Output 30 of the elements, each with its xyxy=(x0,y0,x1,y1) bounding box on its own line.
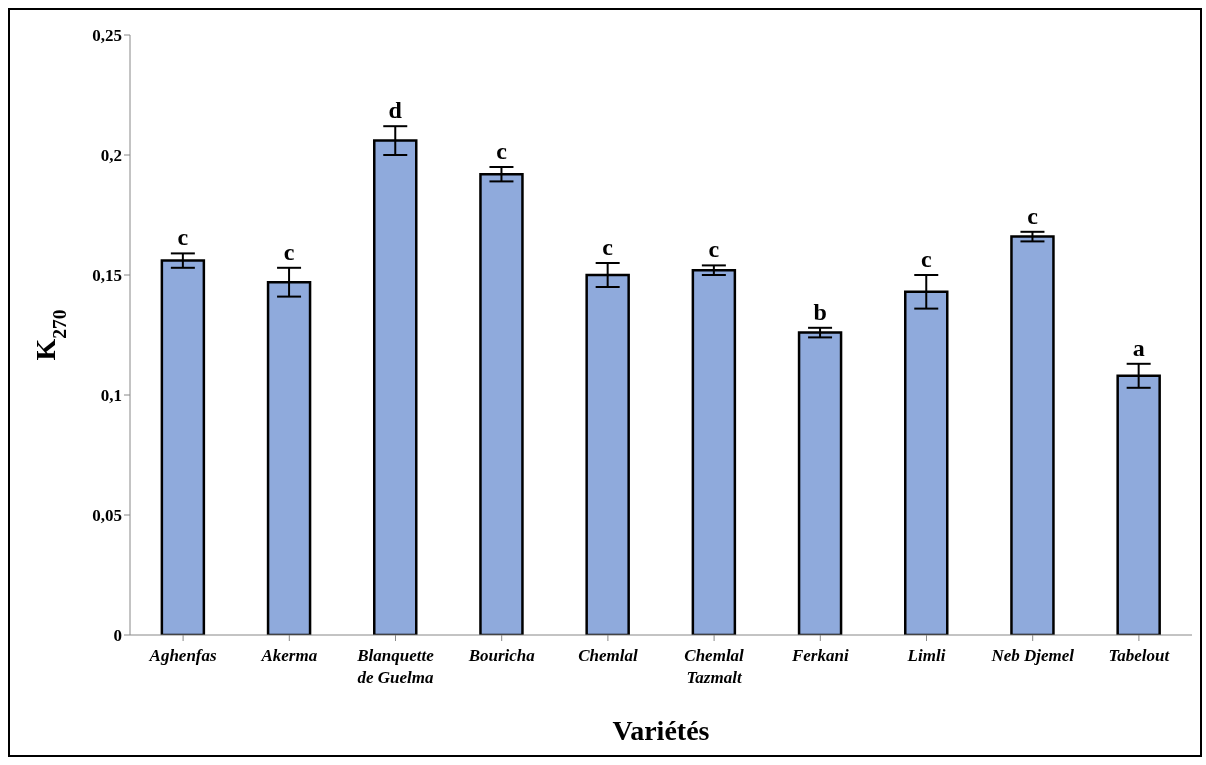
bar xyxy=(797,331,843,635)
x-tick-label: Tabelout xyxy=(1108,646,1171,665)
data-label: c xyxy=(1027,202,1039,229)
y-tick-label: 0,05 xyxy=(92,506,122,526)
data-label: a xyxy=(1132,334,1145,361)
data-label: b xyxy=(813,298,827,325)
x-axis-title: Variétés xyxy=(612,715,710,746)
x-tick-label: Chemlal Tazmalt xyxy=(684,646,745,687)
data-label: c xyxy=(177,224,189,251)
x-tick-label: Chemlal xyxy=(578,646,638,665)
data-label: c xyxy=(496,138,508,165)
bar xyxy=(1010,235,1055,635)
x-tick-label: Akerma xyxy=(260,646,318,665)
y-tick-label: 0,2 xyxy=(100,146,122,166)
x-tick-label: Neb Djemel xyxy=(990,646,1075,665)
data-label: c xyxy=(920,246,932,273)
y-tick-label: 0,15 xyxy=(92,266,122,286)
data-label: d xyxy=(388,97,403,124)
x-tick-label: Aghenfas xyxy=(148,646,218,665)
x-tick-label: Bouricha xyxy=(467,646,536,665)
bar xyxy=(691,268,737,635)
y-tick-label: 0,25 xyxy=(92,26,122,46)
data-label: c xyxy=(283,238,295,265)
y-tick-label: 0 xyxy=(113,626,122,646)
x-tick-label: Ferkani xyxy=(790,646,849,665)
x-tick-label: Blanquette de Guelma xyxy=(356,646,435,687)
data-label: c xyxy=(602,234,614,261)
y-tick-label: 0,1 xyxy=(100,386,122,406)
x-tick-label: Limli xyxy=(906,646,946,665)
data-label: c xyxy=(708,236,720,263)
